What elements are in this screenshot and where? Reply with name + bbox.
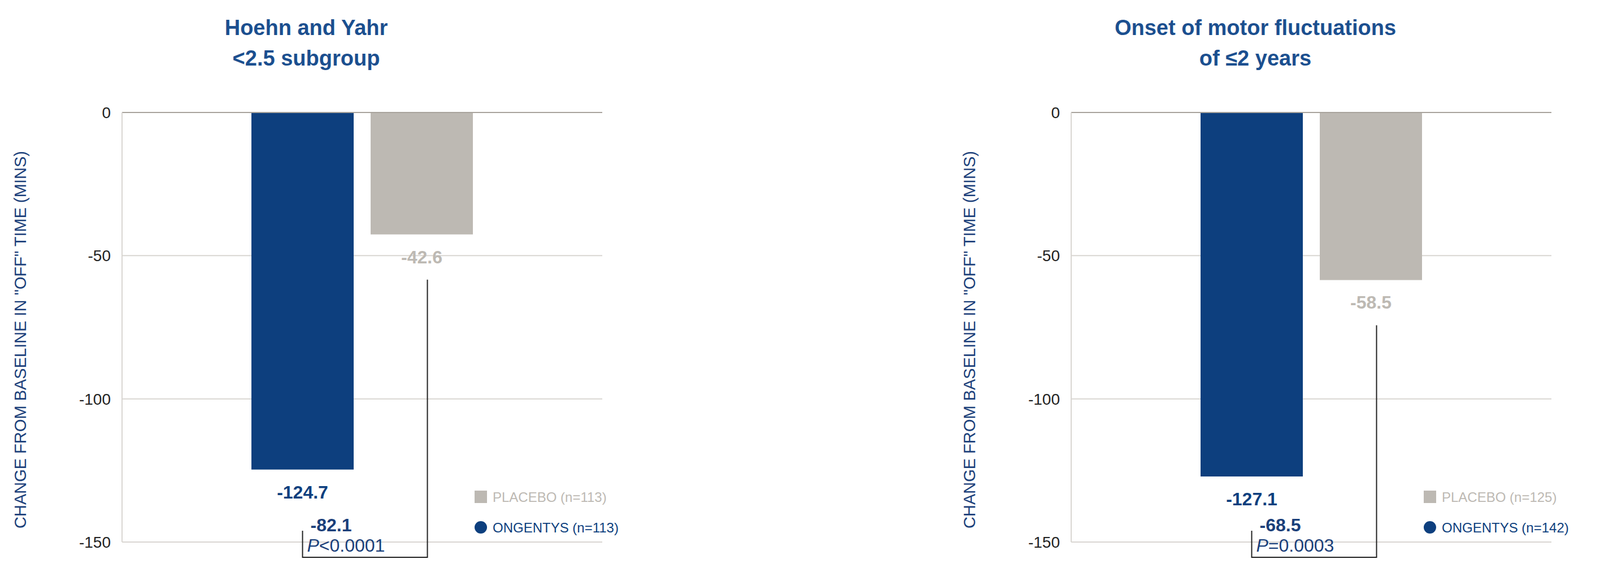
svg-text:0: 0 <box>1050 103 1060 122</box>
svg-text:CHANGE FROM BASELINE IN "OFF": CHANGE FROM BASELINE IN "OFF" TIME (MINS… <box>11 150 30 529</box>
svg-text:-42.6: -42.6 <box>401 246 443 268</box>
svg-text:ONGENTYS (n=113): ONGENTYS (n=113) <box>492 519 619 536</box>
svg-text:PLACEBO (n=125): PLACEBO (n=125) <box>1441 489 1557 505</box>
svg-text:PLACEBO (n=113): PLACEBO (n=113) <box>492 489 607 505</box>
svg-text:-100: -100 <box>79 390 111 408</box>
svg-text:-100: -100 <box>1028 390 1060 408</box>
svg-text:-68.5: -68.5 <box>1259 514 1302 536</box>
html-text:<2.5 subgroup: <2.5 subgroup <box>232 46 380 71</box>
svg-text:-58.5: -58.5 <box>1350 292 1392 313</box>
svg-text:-82.1: -82.1 <box>310 514 352 536</box>
svg-text:-127.1: -127.1 <box>1225 488 1278 510</box>
svg-text:-150: -150 <box>1028 533 1060 551</box>
html-text:Hoehn and Yahr: Hoehn and Yahr <box>224 15 388 40</box>
svg-text:-124.7: -124.7 <box>276 481 329 503</box>
svg-text:-150: -150 <box>79 533 111 551</box>
svg-text:P=0.0003: P=0.0003 <box>1256 535 1335 556</box>
html-text:of ≤2 years: of ≤2 years <box>1199 46 1312 71</box>
html-text:Onset of motor fluctuations: Onset of motor fluctuations <box>1114 15 1397 40</box>
svg-text:-50: -50 <box>1037 246 1060 265</box>
svg-text:0: 0 <box>101 103 111 122</box>
svg-text:CHANGE FROM BASELINE IN "OFF": CHANGE FROM BASELINE IN "OFF" TIME (MINS… <box>960 150 979 529</box>
svg-text:P<0.0001: P<0.0001 <box>307 535 386 556</box>
svg-text:-50: -50 <box>88 246 111 265</box>
svg-text:ONGENTYS (n=142): ONGENTYS (n=142) <box>1441 519 1569 536</box>
